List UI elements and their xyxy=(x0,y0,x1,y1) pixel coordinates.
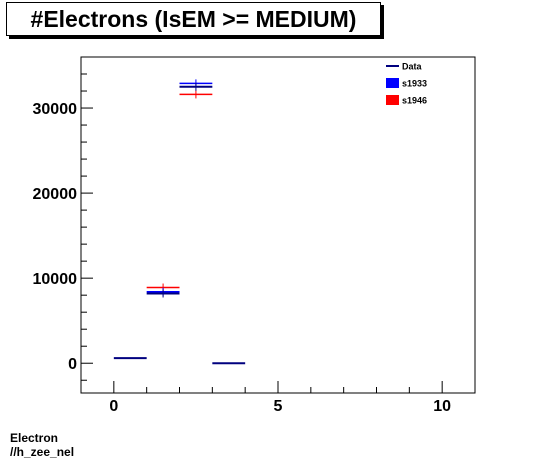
y-tick-label: 10000 xyxy=(33,271,78,288)
x-tick-label: 10 xyxy=(433,398,451,415)
legend-swatch-s1946 xyxy=(386,95,399,105)
legend-label-s1946: s1946 xyxy=(402,96,427,106)
chart-title-box: #Electrons (IsEM >= MEDIUM) xyxy=(6,2,381,36)
plot-frame xyxy=(80,56,476,394)
footer-label-histname: //h_zee_nel xyxy=(10,445,75,459)
chart-title: #Electrons (IsEM >= MEDIUM) xyxy=(30,5,357,32)
legend-label-s1933: s1933 xyxy=(402,79,427,89)
s1946-point xyxy=(179,90,213,99)
data-point xyxy=(179,82,213,91)
data-point xyxy=(146,289,180,298)
y-tick-label: 30000 xyxy=(33,101,78,118)
y-tick-label: 0 xyxy=(68,356,77,373)
legend-swatch-s1933 xyxy=(386,78,399,88)
legend: Data s1933 s1946 xyxy=(386,62,427,106)
y-tick-label: 20000 xyxy=(33,186,78,203)
x-tick-label: 0 xyxy=(109,398,118,415)
footer-label-electron: Electron xyxy=(10,431,59,445)
x-tick-label: 5 xyxy=(274,398,283,415)
legend-label-data: Data xyxy=(402,62,423,72)
